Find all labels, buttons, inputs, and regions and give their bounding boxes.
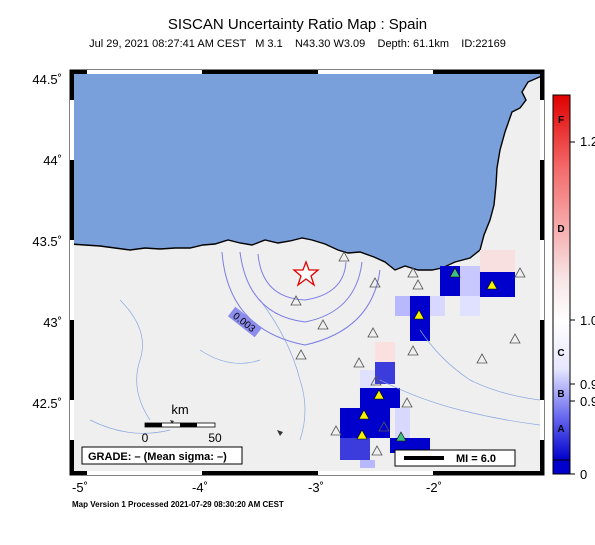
grade-text: GRADE: – (Mean sigma: –): [88, 451, 227, 463]
mi-legend-box: [394, 449, 516, 467]
lat-tick-44: 44˚: [43, 153, 62, 168]
processing-footer: Map Version 1 Processed 2021-07-29 08:30…: [72, 500, 284, 509]
scalebar: km 0 50: [142, 402, 222, 445]
cb-tick-0-9b: 0.9: [580, 394, 595, 409]
mi-legend: MI = 6.0: [456, 453, 496, 465]
cb-letter-f: F: [558, 115, 564, 126]
used-stations: [356, 267, 498, 442]
colorbar: F D C B A 1.2 1.0 0.9 0.9 0: [552, 94, 595, 482]
cb-letter-a: A: [557, 424, 564, 435]
stations: [290, 251, 526, 456]
sea: [70, 70, 544, 271]
map-title: SISCAN Uncertainty Ratio Map : Spain: [167, 16, 428, 33]
lon-tick-4: -4˚: [192, 480, 208, 495]
lat-tick-44-5: 44.5˚: [32, 72, 62, 87]
map-area: 0.003: [70, 70, 544, 475]
lon-tick-2: -2˚: [426, 480, 442, 495]
scalebar-end: 50: [208, 431, 222, 445]
uncertainty-contours: [221, 251, 381, 346]
grade-box: [81, 446, 243, 465]
cb-letter-c: C: [557, 348, 564, 359]
epicenter-star: [292, 260, 320, 287]
cb-tick-1-0: 1.0: [580, 313, 595, 328]
rivers: [89, 299, 541, 441]
coast-detail: [277, 430, 283, 436]
cb-letter-d: D: [557, 224, 564, 235]
frame-tick-gaps: [70, 70, 544, 475]
cb-tick-0: 0: [580, 467, 587, 482]
cb-tick-1-2: 1.2: [580, 134, 595, 149]
scalebar-unit: km: [171, 402, 188, 417]
lat-tick-43-5: 43.5˚: [32, 234, 62, 249]
scalebar-start: 0: [142, 431, 149, 445]
cb-tick-0-9a: 0.9: [580, 377, 595, 392]
cb-letter-b: B: [557, 389, 564, 400]
lat-tick-43: 43˚: [43, 315, 62, 330]
lat-tick-42-5: 42.5˚: [32, 396, 62, 411]
event-info: Jul 29, 2021 08:27:41 AM CEST M 3.1 N43.…: [89, 38, 506, 50]
contour-label-box: [227, 306, 263, 338]
uncertainty-grid: [340, 250, 515, 468]
lon-tick-3: -3˚: [308, 480, 324, 495]
lon-tick-5: -5˚: [72, 480, 88, 495]
